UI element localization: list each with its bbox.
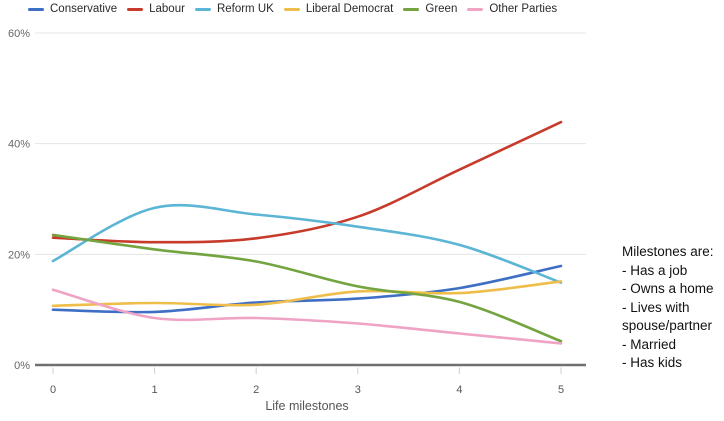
x-tick-label: 0	[50, 384, 56, 396]
milestones-note-title: Milestones are:	[622, 244, 714, 259]
legend-label: Green	[425, 3, 458, 15]
series-line-liberal-democrat	[51, 280, 563, 308]
series-line-labour	[51, 120, 563, 244]
milestone-item: - Lives with spouse/partner	[622, 299, 713, 334]
x-axis-title: Life milestones	[265, 399, 348, 413]
legend-item-liberal-democrat[interactable]: Liberal Democrat	[283, 3, 394, 15]
legend-label: Reform UK	[216, 3, 274, 15]
x-tick-label: 2	[253, 384, 259, 396]
x-tick-label: 1	[152, 384, 158, 396]
y-tick-label: 20%	[8, 249, 30, 261]
legend-label: Liberal Democrat	[305, 3, 394, 15]
milestone-item: - Owns a home	[622, 281, 714, 296]
milestones-note-list: - Has a job - Owns a home - Lives with spo…	[622, 262, 724, 373]
legend-swatch-liberal-democrat	[283, 7, 300, 11]
legend-label: Other Parties	[489, 3, 558, 15]
series-line-other-parties	[51, 288, 563, 345]
milestone-item: - Married	[622, 336, 677, 352]
legend-item-conservative[interactable]: Conservative	[28, 3, 117, 15]
y-tick-label: 40%	[8, 139, 30, 151]
legend-swatch-labour	[127, 7, 144, 11]
x-tick-label: 5	[558, 384, 564, 396]
legend-label: Conservative	[50, 3, 118, 15]
legend-swatch-green	[403, 7, 420, 11]
legend-swatch-other-parties	[467, 7, 484, 11]
legend-swatch-reform-uk	[194, 7, 211, 11]
series-line-reform-uk	[51, 203, 563, 284]
legend-item-reform-uk[interactable]: Reform UK	[194, 3, 274, 15]
series-line-green	[51, 233, 563, 343]
y-tick-label: 60%	[8, 28, 30, 40]
legend-label: Labour	[149, 3, 185, 15]
milestones-note: Milestones are: - Has a job - Owns a home…	[622, 243, 724, 373]
x-tick-label: 4	[456, 384, 462, 396]
milestone-item: - Has kids	[622, 355, 683, 370]
milestone-item: - Has a job	[622, 262, 688, 278]
chart-legend: Conservative Labour Reform UK Liberal Democ…	[28, 3, 557, 15]
y-tick-label: 0%	[14, 360, 30, 372]
legend-item-other-parties[interactable]: Other Parties	[467, 3, 557, 15]
series-line-conservative	[51, 264, 563, 314]
x-tick-label: 3	[355, 384, 361, 396]
legend-item-labour[interactable]: Labour	[127, 3, 185, 15]
legend-item-green[interactable]: Green	[403, 3, 457, 15]
legend-swatch-conservative	[28, 7, 44, 11]
